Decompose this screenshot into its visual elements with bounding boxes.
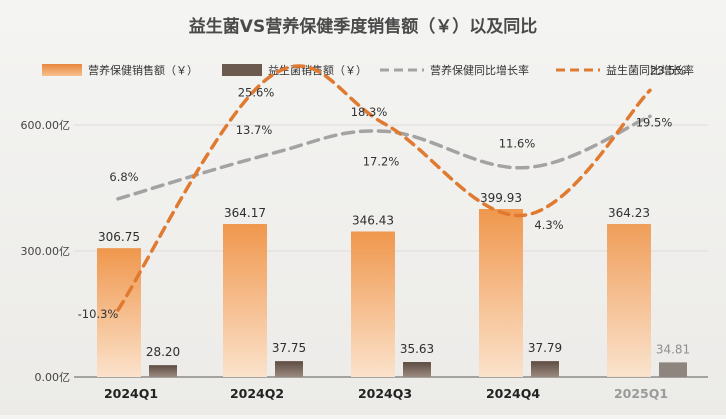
line-health-growth — [116, 114, 652, 201]
bar-probiotic-sales — [531, 361, 559, 377]
legend-label-health-sales: 营养保健销售额（￥） — [88, 63, 198, 77]
label-health-growth: 19.5% — [636, 115, 673, 129]
bar-probiotic-sales — [149, 365, 177, 377]
x-tick-label: 2025Q1 — [614, 386, 668, 401]
label-probiotic-sales: 34.81 — [656, 342, 690, 356]
x-axis: 2024Q1 2024Q2 2024Q3 2024Q4 2025Q1 — [104, 386, 668, 401]
label-health-sales: 364.17 — [224, 206, 266, 220]
bar-health-sales — [479, 209, 523, 377]
bar-health-sales — [97, 248, 141, 377]
bars — [97, 209, 687, 377]
bar-health-sales — [223, 224, 267, 377]
x-tick-label: 2024Q1 — [104, 386, 158, 401]
legend-item-health-growth: 营养保健同比增长率 — [380, 63, 529, 77]
bar-probiotic-sales — [403, 362, 431, 377]
label-health-growth: 13.7% — [236, 123, 273, 137]
label-health-growth: 11.6% — [499, 137, 536, 151]
label-probiotic-growth: 25.6% — [238, 86, 275, 100]
label-probiotic-growth: 23.5% — [650, 63, 687, 77]
label-health-sales: 364.23 — [608, 206, 650, 220]
x-tick-label: 2024Q3 — [358, 386, 412, 401]
label-probiotic-sales: 37.79 — [528, 341, 562, 355]
x-tick-label: 2024Q4 — [486, 386, 540, 401]
data-labels: 306.75 28.20 364.17 37.75 346.43 35.63 399.93 3… — [78, 63, 691, 359]
line-probiotic-growth — [116, 64, 652, 312]
legend: 营养保健销售额（￥） 益生菌销售额（￥） 营养保健同比增长率 益生菌同比增长率 — [42, 63, 694, 77]
bar-health-sales — [351, 231, 395, 377]
y-tick-label: 600.00亿 — [21, 119, 71, 132]
label-probiotic-growth: 4.3% — [534, 218, 563, 232]
x-tick-label: 2024Q2 — [230, 386, 284, 401]
legend-item-probiotic-growth: 益生菌同比增长率 — [556, 63, 694, 77]
label-probiotic-growth: -10.3% — [78, 307, 119, 321]
y-tick-label: 300.00亿 — [21, 245, 71, 258]
label-probiotic-sales: 37.75 — [272, 341, 306, 355]
label-health-sales: 399.93 — [480, 191, 522, 205]
y-tick-label: 0.00亿 — [35, 371, 71, 384]
label-probiotic-sales: 35.63 — [400, 342, 434, 356]
legend-swatch-health-sales — [42, 64, 82, 76]
bar-probiotic-sales — [275, 361, 303, 377]
legend-item-health-sales: 营养保健销售额（￥） — [42, 63, 198, 77]
legend-label-probiotic-growth: 益生菌同比增长率 — [606, 63, 694, 77]
chart-title: 益生菌VS营养保健季度销售额（￥）以及同比 — [189, 16, 537, 37]
bar-health-sales — [607, 224, 651, 377]
label-health-growth: 6.8% — [109, 170, 138, 184]
growth-lines — [116, 64, 652, 312]
legend-label-health-growth: 营养保健同比增长率 — [430, 63, 529, 77]
legend-swatch-probiotic-sales — [222, 64, 262, 76]
label-health-sales: 306.75 — [98, 230, 140, 244]
label-health-growth: 17.2% — [363, 154, 400, 168]
label-probiotic-growth: 18.3% — [351, 105, 388, 119]
label-probiotic-sales: 28.20 — [146, 345, 180, 359]
bar-probiotic-sales — [659, 362, 687, 377]
label-health-sales: 346.43 — [352, 213, 394, 227]
